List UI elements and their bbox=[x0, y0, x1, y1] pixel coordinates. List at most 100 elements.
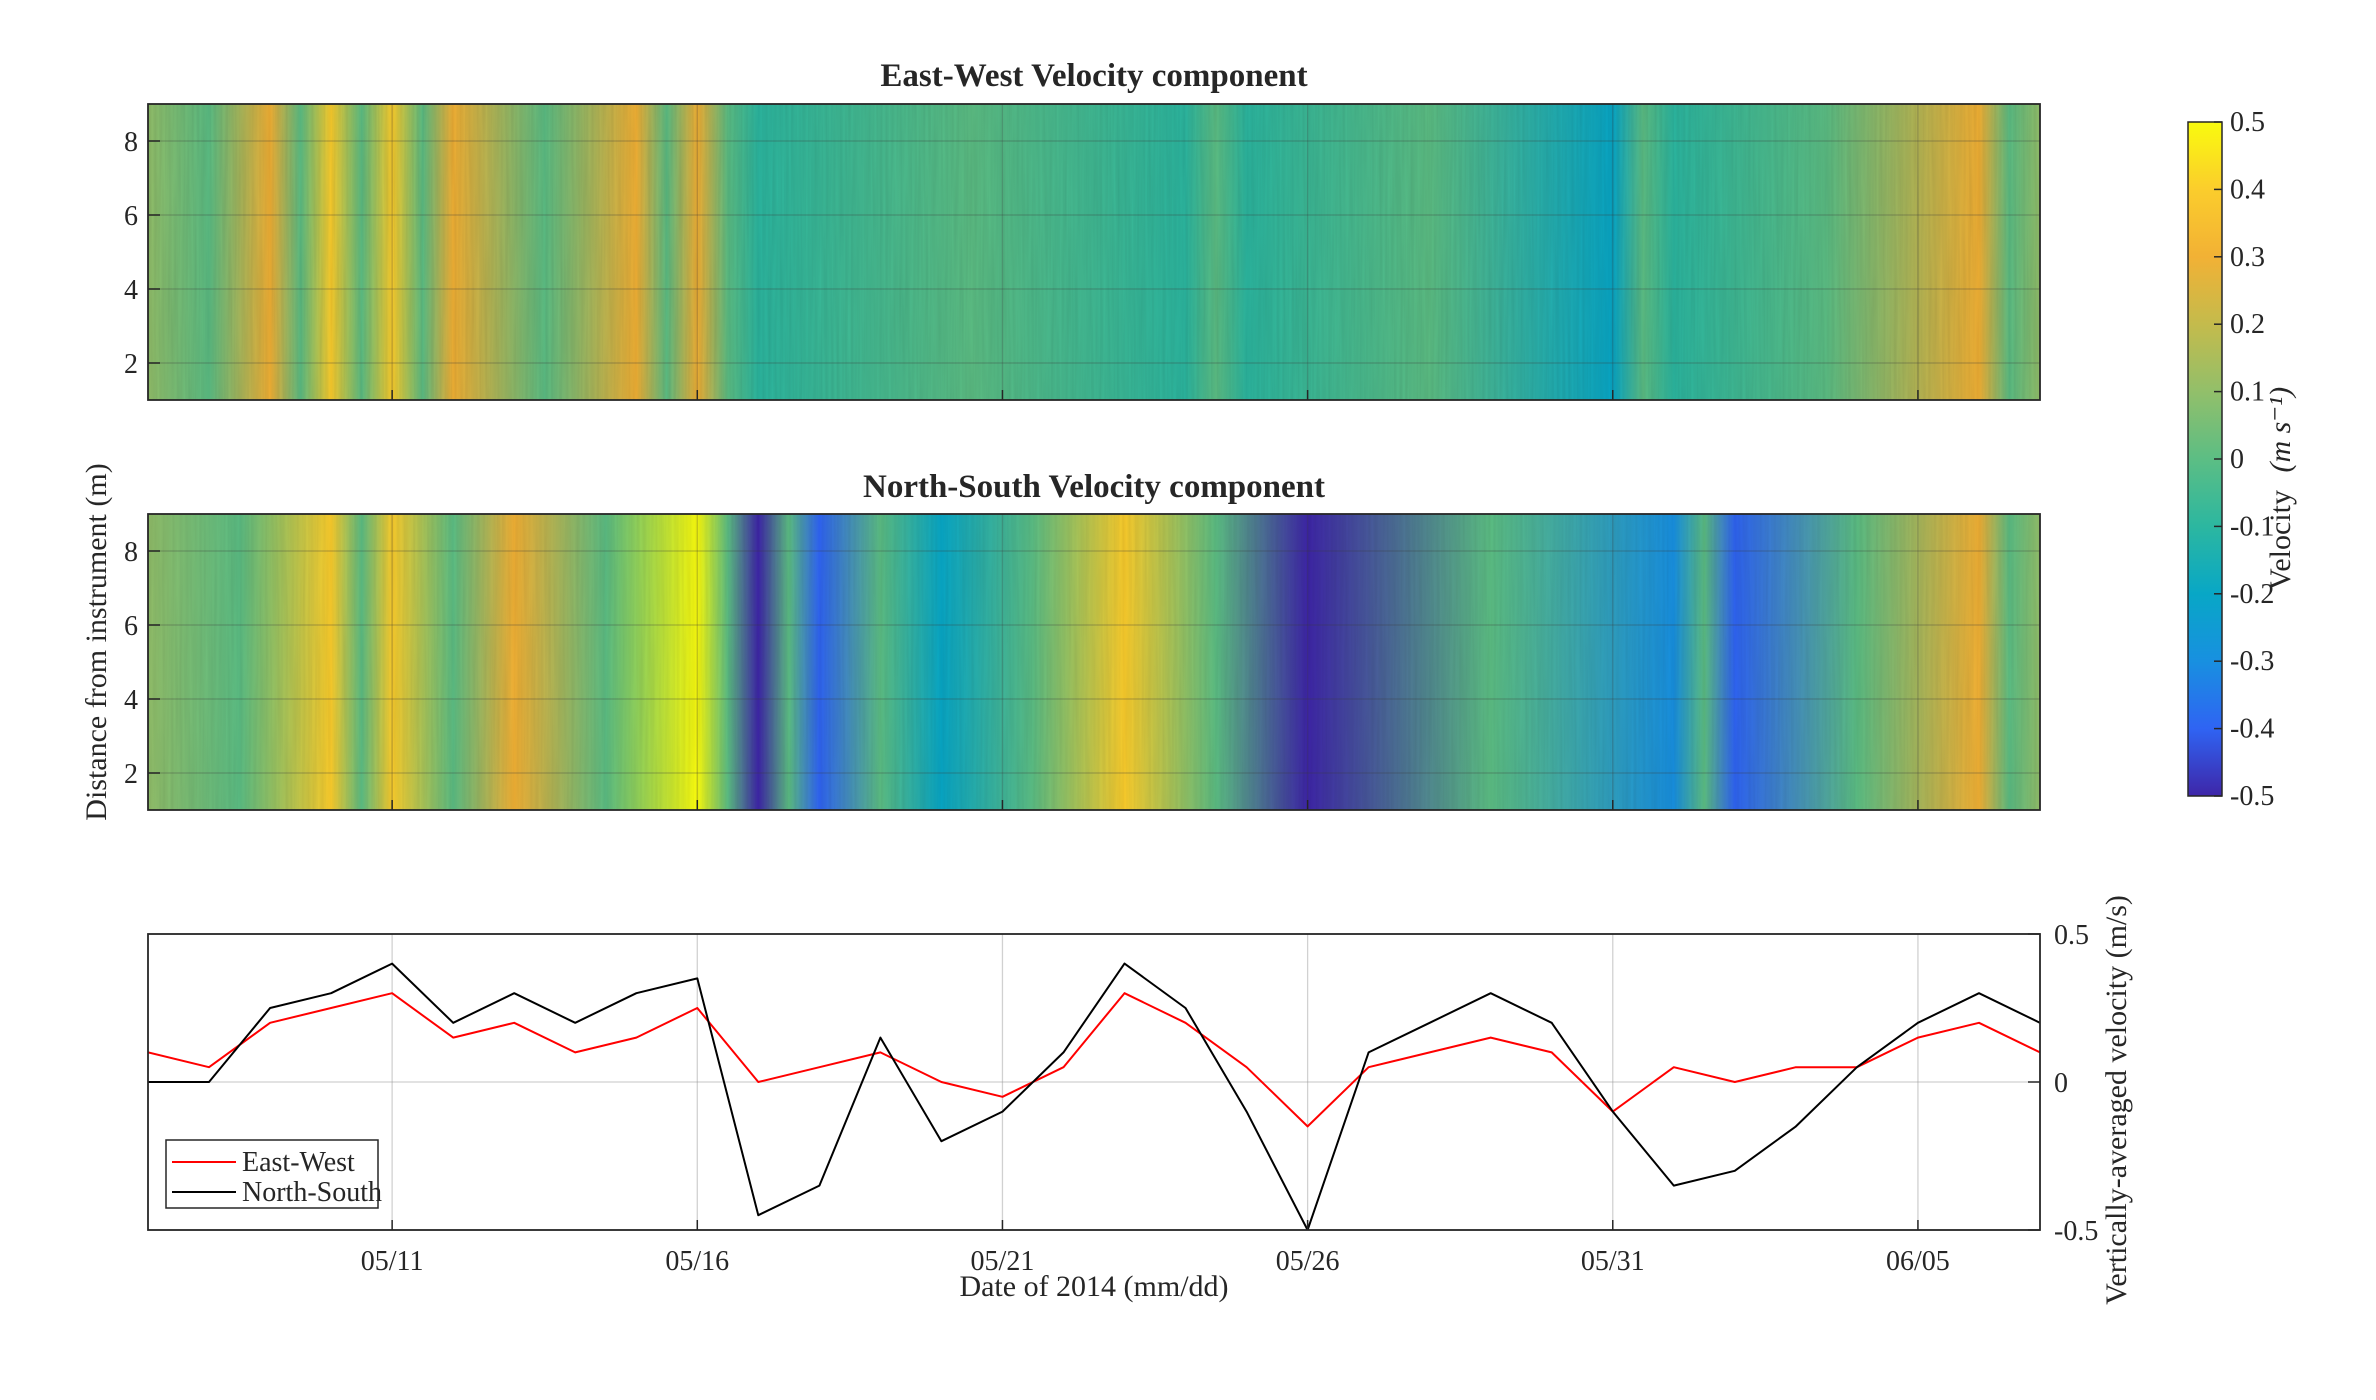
colorbar-tick-label: -0.5 bbox=[2230, 781, 2274, 812]
data-point bbox=[1489, 1036, 1492, 1039]
y-tick-label: 8 bbox=[124, 127, 138, 158]
data-point bbox=[635, 992, 638, 994]
legend-label-east-west: East-West bbox=[242, 1147, 355, 1178]
data-point bbox=[1550, 1022, 1553, 1024]
x-tick-label: 05/26 bbox=[1276, 1246, 1340, 1277]
colorbar-label: Velocity (m s⁻¹) bbox=[2264, 387, 2297, 590]
data-point bbox=[635, 1036, 638, 1039]
y-tick-label: 2 bbox=[124, 759, 138, 790]
data-point bbox=[574, 1051, 577, 1054]
line-axes-background bbox=[148, 934, 2040, 1230]
data-point bbox=[818, 1066, 821, 1068]
colorbar-tick-label: -0.2 bbox=[2230, 579, 2274, 610]
data-point bbox=[513, 1022, 515, 1024]
data-point bbox=[1795, 1125, 1797, 1128]
data-point bbox=[1734, 1170, 1736, 1172]
data-point bbox=[1123, 992, 1126, 994]
right-y-axis-label: Vertically-averaged velocity (m/s) bbox=[2100, 895, 2133, 1305]
data-point bbox=[1611, 1110, 1614, 1113]
legend-label-north-south: North-South bbox=[242, 1177, 382, 1208]
data-point bbox=[1184, 1022, 1187, 1024]
data-point bbox=[1489, 992, 1492, 994]
y-tick-label: 4 bbox=[124, 275, 138, 306]
data-point bbox=[1062, 1051, 1065, 1054]
data-point bbox=[1795, 1066, 1797, 1068]
colorbar-tick-label: 0.2 bbox=[2230, 309, 2265, 340]
data-point bbox=[1428, 1051, 1431, 1054]
colorbar-tick-label: -0.3 bbox=[2230, 646, 2274, 677]
data-point bbox=[391, 962, 393, 965]
colorbar-tick-label: 0 bbox=[2230, 444, 2244, 475]
data-point bbox=[269, 1022, 271, 1024]
data-point bbox=[1123, 962, 1126, 965]
x-tick-label: 05/16 bbox=[665, 1246, 729, 1277]
data-point bbox=[208, 1066, 210, 1068]
data-point bbox=[574, 1022, 577, 1024]
data-point bbox=[208, 1081, 210, 1083]
data-point bbox=[1306, 1125, 1309, 1128]
data-point bbox=[757, 1214, 760, 1216]
panel-title-east-west: East-West Velocity component bbox=[880, 58, 1307, 94]
y-tick-label: 0 bbox=[2054, 1068, 2068, 1099]
colorbar-tick-label: 0.4 bbox=[2230, 174, 2265, 205]
panel-line-chart: 05/11 05/16 05/21 05/26 05/31 06/05 0.5 0 -0.5 D… bbox=[147, 895, 2133, 1305]
data-point bbox=[940, 1081, 943, 1083]
y-tick-label: 8 bbox=[124, 537, 138, 568]
y-tick-label: 6 bbox=[124, 201, 138, 232]
colorbar-tick-label: 0.1 bbox=[2230, 377, 2265, 408]
data-point bbox=[940, 1140, 943, 1142]
data-point bbox=[757, 1081, 760, 1083]
colorbar-tick-label: 0.5 bbox=[2230, 107, 2265, 138]
data-point bbox=[696, 977, 699, 980]
y-tick-label: 4 bbox=[124, 685, 138, 716]
heatmap-texture-east-west bbox=[148, 104, 2040, 400]
data-point bbox=[1245, 1066, 1248, 1068]
series-line-east-west bbox=[148, 992, 2040, 1128]
x-tick-label: 06/05 bbox=[1886, 1246, 1950, 1277]
x-tick-label: 05/31 bbox=[1581, 1246, 1645, 1277]
axes-frame-north-south bbox=[147, 513, 2041, 811]
shared-y-axis-label: Distance from instrument (m) bbox=[80, 463, 113, 820]
colorbar-tick-label: -0.1 bbox=[2230, 511, 2274, 542]
data-point bbox=[1245, 1110, 1248, 1113]
data-point bbox=[1001, 1110, 1004, 1113]
x-axis-label: Date of 2014 (mm/dd) bbox=[959, 1270, 1228, 1303]
data-point bbox=[1428, 1022, 1431, 1024]
data-point bbox=[1001, 1096, 1004, 1098]
data-point bbox=[1367, 1066, 1370, 1068]
data-point bbox=[696, 1007, 699, 1009]
data-point bbox=[452, 1036, 454, 1039]
data-point bbox=[513, 992, 515, 994]
data-point bbox=[879, 1051, 882, 1054]
data-point bbox=[1978, 1022, 1980, 1024]
data-point bbox=[1673, 1184, 1675, 1187]
colorbar-tick-label: -0.4 bbox=[2230, 714, 2274, 745]
data-point bbox=[269, 1007, 271, 1009]
legend-box bbox=[165, 1139, 379, 1209]
axes-frame-east-west bbox=[147, 103, 2041, 401]
data-point bbox=[879, 1036, 882, 1039]
data-point bbox=[1856, 1066, 1858, 1068]
series-line-north-south bbox=[148, 962, 2040, 1230]
data-point bbox=[1673, 1066, 1675, 1068]
heatmap-texture-north-south bbox=[148, 514, 2040, 810]
data-point bbox=[330, 992, 332, 994]
legend: East-West North-South bbox=[165, 1139, 382, 1209]
colorbar-units: (m s⁻¹) bbox=[2264, 387, 2297, 473]
data-point bbox=[818, 1184, 821, 1187]
y-tick-label: -0.5 bbox=[2054, 1216, 2098, 1247]
x-tick-label: 05/21 bbox=[971, 1246, 1035, 1277]
data-point bbox=[1550, 1051, 1553, 1054]
data-point bbox=[1184, 1007, 1187, 1009]
colorbar-label-text: Velocity bbox=[2264, 490, 2297, 590]
panel-title-north-south: North-South Velocity component bbox=[863, 469, 1325, 505]
data-point bbox=[1917, 1036, 1919, 1039]
panel-north-south: North-South Velocity component 2 4 6 8 bbox=[124, 469, 2041, 811]
data-point bbox=[1978, 992, 1980, 994]
x-tick-label: 05/11 bbox=[361, 1246, 424, 1277]
y-tick-label: 6 bbox=[124, 611, 138, 642]
colorbar: 0.5 0.4 0.3 0.2 0.1 0 -0.1 -0.2 -0.3 -0.4 -0.5 Vel… bbox=[2187, 107, 2297, 812]
data-point bbox=[1734, 1081, 1736, 1083]
y-tick-label: 2 bbox=[124, 349, 138, 380]
